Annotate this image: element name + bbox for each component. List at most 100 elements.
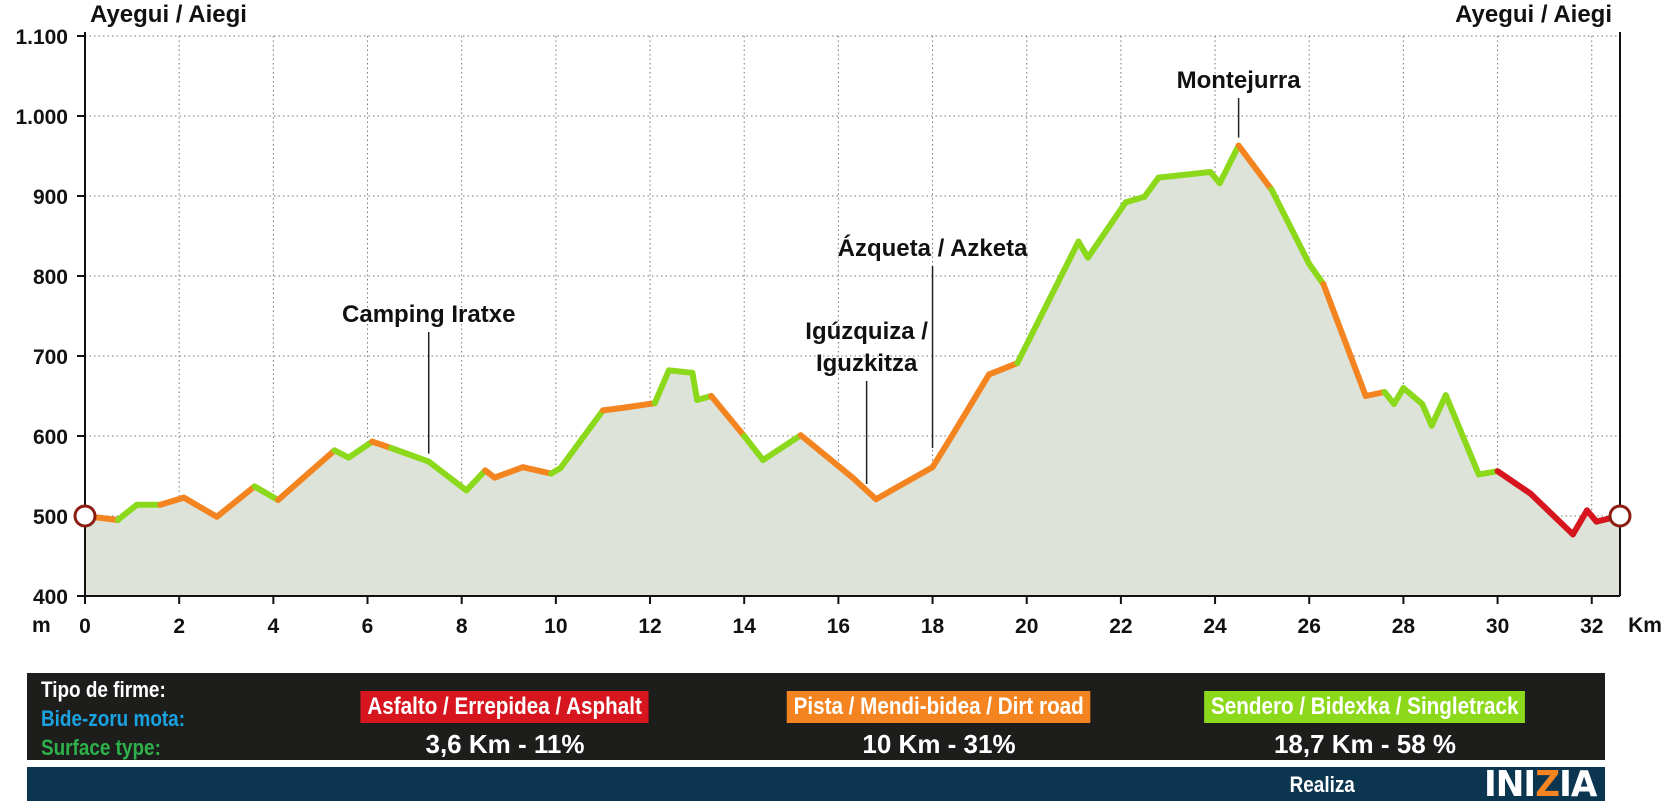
profile-segment bbox=[1475, 468, 1501, 478]
x-tick-labels: 0 2 4 6 8 10 12 14 16 18 20 22 24 26 28 30 32 bbox=[79, 615, 1603, 638]
legend-title-en: Surface type: bbox=[41, 735, 161, 760]
logo-letter: I bbox=[1558, 763, 1572, 805]
profile-segment bbox=[425, 458, 470, 494]
footer-bar: Realiza INIZIA bbox=[27, 764, 1605, 805]
profile-segment bbox=[797, 432, 856, 481]
x-tick-label: 22 bbox=[1109, 615, 1132, 638]
x-tick-label: 28 bbox=[1392, 615, 1416, 638]
y-tick-label: 1.100 bbox=[15, 26, 68, 49]
profile-segment bbox=[1268, 186, 1313, 267]
profile-segment bbox=[251, 483, 282, 503]
profile-segment bbox=[1155, 169, 1214, 181]
annotations: Camping Iratxe Igúzquiza / Iguzkitza Ázquet… bbox=[342, 67, 1301, 484]
logo-letter: A bbox=[1570, 763, 1597, 805]
profile-segment bbox=[1014, 238, 1082, 367]
profile-segment bbox=[618, 400, 658, 411]
legend-item-dirt: Pista / Mendi-bidea / Dirt road 10 Km - … bbox=[749, 673, 1129, 760]
x-tick-label: 30 bbox=[1486, 615, 1509, 638]
surface-legend: Tipo de firme: Bide-zoru mota: Surface t… bbox=[27, 673, 1605, 760]
legend-name-trail: Sendero / Bidexka / Singletrack bbox=[1204, 691, 1526, 723]
profile-area bbox=[85, 145, 1620, 596]
profile-segment bbox=[1320, 281, 1369, 399]
y-tick-label: 1.000 bbox=[15, 106, 68, 129]
annotation-label: Iguzkitza bbox=[816, 350, 918, 377]
logo-letter: Z bbox=[1534, 763, 1560, 805]
profile-segment bbox=[849, 474, 880, 503]
annotation-label: Montejurra bbox=[1177, 67, 1302, 94]
profile-segment bbox=[741, 433, 767, 463]
x-tick-label: 8 bbox=[456, 615, 468, 638]
profile-segment bbox=[1084, 199, 1129, 261]
legend-item-asphalt: Asfalto / Errepidea / Asphalt 3,6 Km - 1… bbox=[315, 673, 695, 760]
profile-segment bbox=[491, 464, 526, 481]
logo-letter: I bbox=[1483, 763, 1497, 805]
legend-value-trail: 18,7 Km - 58 % bbox=[1273, 729, 1457, 759]
logo-letter: N bbox=[1495, 763, 1524, 805]
profile-segment bbox=[651, 367, 672, 407]
x-tick-label: 16 bbox=[827, 615, 850, 638]
profile-segment bbox=[1527, 490, 1576, 538]
x-tick-label: 4 bbox=[267, 615, 279, 638]
profile-segment bbox=[1216, 142, 1242, 187]
profile-segment bbox=[1569, 507, 1591, 538]
legend-name-dirt: Pista / Mendi-bidea / Dirt road bbox=[787, 691, 1091, 723]
x-tick-label: 0 bbox=[79, 615, 91, 638]
annotation-label: Ázqueta / Azketa bbox=[838, 234, 1028, 262]
profile-segment bbox=[463, 467, 489, 494]
y-unit-label: m bbox=[32, 614, 51, 637]
profile-segment bbox=[873, 464, 936, 503]
y-tick-label: 800 bbox=[33, 266, 68, 289]
y-tick-label: 400 bbox=[33, 586, 68, 609]
profile-segment bbox=[665, 367, 696, 376]
x-tick-label: 14 bbox=[733, 615, 757, 638]
y-tick-label: 600 bbox=[33, 426, 68, 449]
profile-segment bbox=[157, 494, 187, 508]
x-tick-label: 12 bbox=[638, 615, 661, 638]
profile-segment bbox=[1235, 142, 1275, 193]
profile-segment bbox=[708, 393, 748, 439]
end-label: Ayegui / Aiegi bbox=[1455, 1, 1612, 28]
profile-segment bbox=[599, 405, 625, 414]
profile-segment bbox=[1362, 389, 1388, 399]
legend-value-dirt: 10 Km - 31% bbox=[862, 729, 1016, 759]
x-tick-label: 20 bbox=[1015, 615, 1038, 638]
x-tick-label: 32 bbox=[1580, 615, 1603, 638]
legend-name-asphalt: Asfalto / Errepidea / Asphalt bbox=[360, 691, 650, 723]
profile-segment bbox=[1428, 392, 1449, 429]
profile-segment bbox=[119, 501, 140, 519]
x-tick-label: 2 bbox=[173, 615, 185, 638]
profile-segment bbox=[180, 494, 220, 520]
x-tick-label: 18 bbox=[921, 615, 945, 638]
profile-segment bbox=[760, 432, 804, 463]
x-tick-label: 10 bbox=[544, 615, 567, 638]
start-label: Ayegui / Aiegi bbox=[90, 1, 247, 28]
legend-value-asphalt: 3,6 Km - 11% bbox=[425, 729, 585, 759]
profile-line bbox=[82, 142, 1623, 538]
endpoint-marker bbox=[1608, 504, 1632, 528]
profile-segment bbox=[345, 438, 376, 461]
y-tick-label: 700 bbox=[33, 346, 68, 369]
legend-title-es: Tipo de firme: bbox=[41, 677, 166, 702]
profile-segment bbox=[1122, 193, 1148, 206]
realiza-label: Realiza bbox=[1289, 772, 1355, 797]
x-tick-label: 26 bbox=[1298, 615, 1321, 638]
profile-segment bbox=[986, 360, 1021, 378]
profile-segment bbox=[1442, 392, 1482, 478]
x-tick-label: 6 bbox=[362, 615, 374, 638]
profile-segment bbox=[1503, 474, 1534, 497]
profile-segment bbox=[1400, 385, 1426, 407]
profile-segment bbox=[388, 445, 432, 465]
profile-segment bbox=[519, 464, 555, 477]
annotation-label: Camping Iratxe bbox=[342, 301, 515, 328]
axes bbox=[77, 32, 1621, 604]
annotation-label: Igúzquiza / bbox=[805, 318, 928, 345]
profile-segment bbox=[213, 483, 258, 520]
profile-segment bbox=[557, 407, 606, 471]
profile-segment bbox=[948, 371, 993, 440]
legend-title-eu: Bide-zoru mota: bbox=[41, 706, 186, 731]
x-tick-label: 24 bbox=[1203, 615, 1227, 638]
profile-segment bbox=[689, 369, 701, 403]
logo-letter: I bbox=[1523, 763, 1536, 805]
profile-segment bbox=[369, 438, 395, 451]
